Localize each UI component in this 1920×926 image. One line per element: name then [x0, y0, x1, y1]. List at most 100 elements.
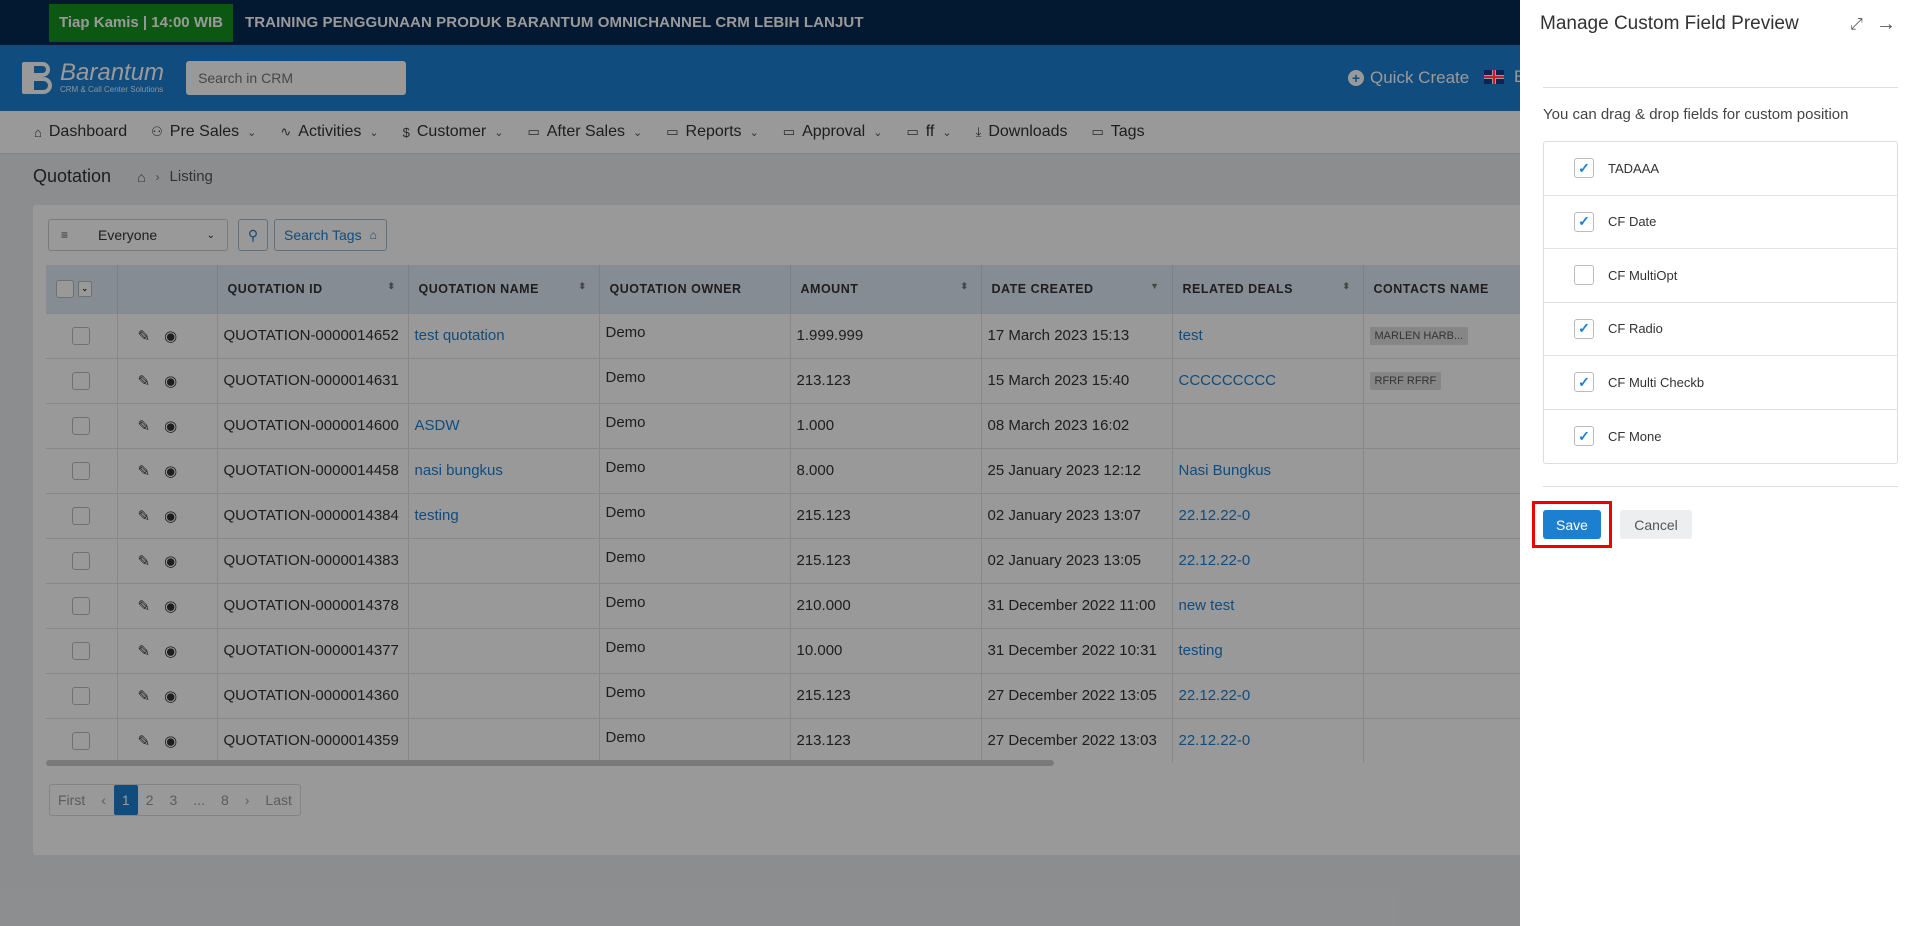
related-deal-link[interactable]: new test — [1178, 597, 1235, 614]
column-header-quotation-name[interactable]: QUOTATION NAME ⬍ — [408, 265, 600, 313]
view-icon[interactable]: ◉ — [164, 642, 178, 660]
related-deal-link[interactable]: test — [1178, 327, 1203, 344]
row-checkbox[interactable] — [72, 461, 91, 480]
field-checkbox[interactable]: ✓ — [1574, 372, 1594, 393]
column-header-amount[interactable]: AMOUNT ⬍ — [790, 265, 982, 313]
sort-icon[interactable]: ⬍ — [578, 281, 587, 291]
pager-prev[interactable]: ‹ — [101, 792, 106, 808]
nav-tags[interactable]: ▭ Tags — [1091, 123, 1145, 140]
contact-tag[interactable]: RFRF RFRF — [1369, 372, 1442, 390]
related-deal-link[interactable]: 22.12.22-0 — [1178, 552, 1251, 569]
search-tags-button[interactable]: Search Tags ⌂ — [274, 219, 387, 251]
edit-icon[interactable]: ✎ — [137, 642, 151, 660]
view-icon[interactable]: ◉ — [164, 687, 178, 705]
nav-downloads[interactable]: ⤓ Downloads — [975, 123, 1068, 140]
contact-tag[interactable]: MARLEN HARB... — [1369, 327, 1469, 345]
save-button[interactable]: Save — [1543, 510, 1601, 539]
view-icon[interactable]: ◉ — [164, 507, 178, 525]
column-header-quotation-owner[interactable]: QUOTATION OWNER — [599, 265, 791, 313]
quotation-name-link[interactable]: nasi bungkus — [414, 462, 503, 479]
row-checkbox[interactable] — [72, 506, 91, 525]
edit-icon[interactable]: ✎ — [137, 732, 151, 750]
banner-text[interactable]: TRAINING PENGGUNAAN PRODUK BARANTUM OMNI… — [244, 14, 864, 31]
quotation-name-link[interactable]: test quotation — [414, 327, 505, 344]
quick-create-button[interactable]: + Quick Create — [1348, 45, 1469, 111]
close-arrow-icon[interactable]: → — [1876, 13, 1896, 35]
pager-page-8[interactable]: 8 — [220, 792, 229, 808]
row-checkbox[interactable] — [72, 551, 91, 570]
sort-icon[interactable]: ⬍ — [960, 281, 969, 291]
column-header-contacts-name[interactable]: CONTACTS NAME — [1363, 265, 1537, 313]
column-header-quotation-id[interactable]: QUOTATION ID ⬍ — [217, 265, 409, 313]
pager-page-2[interactable]: 2 — [145, 792, 154, 808]
field-checkbox[interactable]: ✓ — [1574, 158, 1594, 179]
field-checkbox[interactable]: ✓ — [1574, 426, 1594, 447]
view-icon[interactable]: ◉ — [164, 552, 178, 570]
column-header-related-deals[interactable]: RELATED DEALS ⬍ — [1172, 265, 1364, 313]
row-checkbox[interactable] — [72, 731, 91, 750]
nav-activities[interactable]: ∿ Activities ⌄ — [280, 123, 379, 140]
field-row-cf-multiopt[interactable]: CF MultiOpt — [1544, 249, 1897, 303]
pager-first[interactable]: First — [58, 792, 86, 808]
nav-reports[interactable]: ▭ Reports ⌄ — [666, 123, 759, 140]
field-checkbox[interactable] — [1574, 265, 1594, 286]
pager-page-3[interactable]: 3 — [169, 792, 178, 808]
column-header-date-created[interactable]: DATE CREATED ▼ — [981, 265, 1173, 313]
related-deal-link[interactable]: CCCCCCCCC — [1178, 372, 1277, 389]
cancel-button[interactable]: Cancel — [1620, 510, 1692, 539]
nav-after-sales[interactable]: ▭ After Sales ⌄ — [527, 123, 643, 140]
field-row-cf-date[interactable]: ✓ CF Date — [1544, 196, 1897, 249]
pager-page-1[interactable]: 1 — [113, 785, 138, 815]
nav-pre-sales[interactable]: ⚇ Pre Sales ⌄ — [151, 123, 257, 140]
quotation-name-link[interactable]: testing — [414, 507, 459, 524]
nav-approval[interactable]: ▭ Approval ⌄ — [782, 123, 883, 140]
select-all-header[interactable]: ⌄ — [46, 265, 118, 313]
related-deal-link[interactable]: testing — [1178, 642, 1223, 659]
search-button[interactable]: ⚲ — [238, 219, 268, 251]
row-checkbox[interactable] — [72, 686, 91, 705]
nav-dashboard[interactable]: ⌂ Dashboard — [34, 123, 128, 140]
uk-flag-icon[interactable] — [1484, 70, 1504, 84]
related-deal-link[interactable]: 22.12.22-0 — [1178, 687, 1251, 704]
view-icon[interactable]: ◉ — [164, 732, 178, 750]
view-icon[interactable]: ◉ — [164, 372, 178, 390]
edit-icon[interactable]: ✎ — [137, 372, 151, 390]
logo[interactable]: Barantum CRM & Call Center Solutions — [20, 61, 164, 95]
field-row-cf-multi-checkb[interactable]: ✓ CF Multi Checkb — [1544, 356, 1897, 410]
nav-customer[interactable]: $ Customer ⌄ — [402, 123, 504, 140]
row-checkbox[interactable] — [72, 596, 91, 615]
view-icon[interactable]: ◉ — [164, 462, 178, 480]
home-icon[interactable]: ⌂ — [137, 168, 146, 185]
pager-last[interactable]: Last — [265, 792, 292, 808]
row-checkbox[interactable] — [72, 371, 91, 390]
chevron-down-icon[interactable]: ⌄ — [78, 280, 92, 297]
edit-icon[interactable]: ✎ — [137, 462, 151, 480]
edit-icon[interactable]: ✎ — [137, 507, 151, 525]
view-icon[interactable]: ◉ — [164, 417, 178, 435]
horizontal-scrollbar[interactable] — [46, 760, 1054, 766]
related-deal-link[interactable]: Nasi Bungkus — [1178, 462, 1272, 479]
field-checkbox[interactable]: ✓ — [1574, 211, 1594, 232]
field-row-cf-radio[interactable]: ✓ CF Radio — [1544, 303, 1897, 356]
language-label[interactable]: E — [1514, 67, 1525, 87]
related-deal-link[interactable]: 22.12.22-0 — [1178, 732, 1251, 750]
sort-desc-icon[interactable]: ▼ — [1150, 281, 1160, 291]
quotation-name-link[interactable]: ASDW — [414, 417, 460, 434]
nav-ff[interactable]: ▭ ff ⌄ — [906, 123, 952, 140]
edit-icon[interactable]: ✎ — [137, 687, 151, 705]
owner-filter-select[interactable]: ≡ Everyone ⌄ — [48, 219, 228, 251]
view-icon[interactable]: ◉ — [164, 597, 178, 615]
row-checkbox[interactable] — [72, 641, 91, 660]
sort-icon[interactable]: ⬍ — [387, 281, 396, 291]
edit-icon[interactable]: ✎ — [137, 417, 151, 435]
field-row-tadaaa[interactable]: ✓ TADAAA — [1544, 142, 1897, 196]
expand-icon[interactable]: ⤢ — [1850, 16, 1863, 33]
pager-next[interactable]: › — [244, 792, 250, 808]
row-checkbox[interactable] — [72, 326, 91, 345]
field-row-cf-mone[interactable]: ✓ CF Mone — [1544, 410, 1897, 464]
related-deal-link[interactable]: 22.12.22-0 — [1178, 507, 1251, 524]
row-checkbox[interactable] — [72, 416, 91, 435]
edit-icon[interactable]: ✎ — [137, 597, 151, 615]
field-checkbox[interactable]: ✓ — [1574, 318, 1594, 339]
edit-icon[interactable]: ✎ — [137, 552, 151, 570]
